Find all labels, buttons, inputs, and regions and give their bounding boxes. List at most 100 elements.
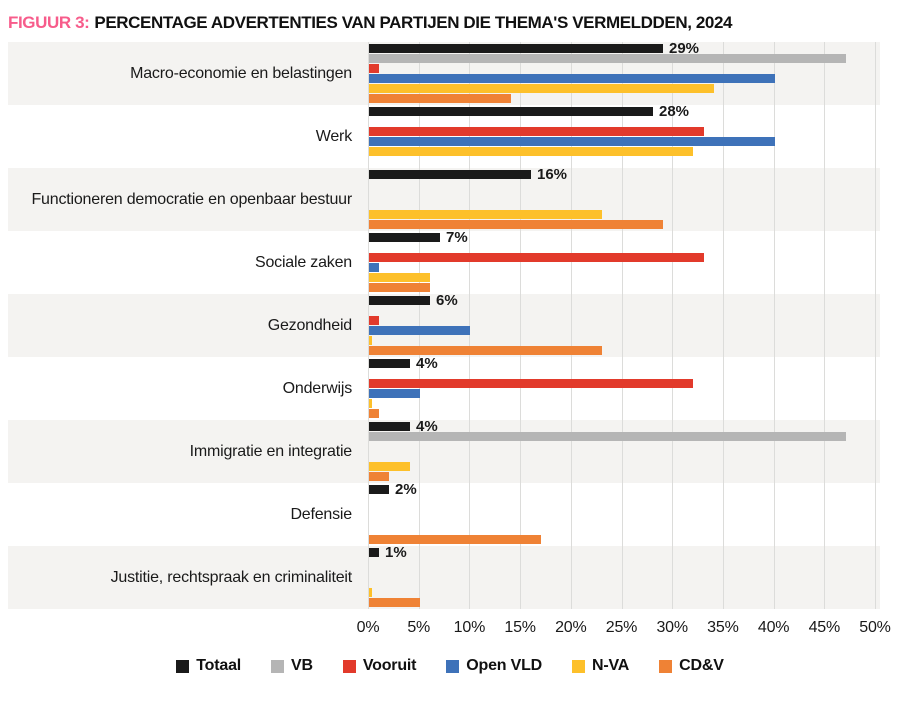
bar-n-va: [369, 336, 372, 345]
bar-group: 6%: [369, 292, 602, 356]
chart-row-macro-economie-en-belastingen: Macro-economie en belastingen 29%: [0, 40, 900, 105]
bar-cd-v: [369, 598, 420, 607]
bar-open-vld: [369, 137, 775, 146]
category-label: Justitie, rechtspraak en criminaliteit: [110, 568, 353, 586]
legend-item-open-vld: Open VLD: [446, 657, 542, 675]
x-tick-10%: 10%: [453, 619, 486, 636]
bar-vooruit: [369, 379, 693, 388]
bar-totaal: 1%: [369, 544, 407, 561]
gridline-0%: [368, 42, 369, 609]
value-label: 4%: [416, 418, 438, 435]
bar-cd-v: [369, 472, 389, 481]
gridline-5%: [418, 42, 420, 609]
x-axis: 0% 5% 10% 15% 20% 25% 30% 35% 40% 45% 50%: [0, 613, 900, 643]
x-tick-50%: 50%: [859, 619, 891, 636]
bar-cd-v: [369, 283, 430, 292]
bar-vooruit: [369, 316, 379, 325]
bar-totaal: 4%: [369, 418, 438, 435]
bar-vooruit: [369, 127, 704, 136]
gridline-45%: [824, 42, 826, 609]
chart-row-defensie: Defensie 2%: [0, 481, 900, 546]
category-label: Onderwijs: [282, 379, 353, 397]
bar-totaal: 7%: [369, 229, 468, 246]
bar-open-vld: [369, 326, 470, 335]
bar-group: 4%: [369, 418, 846, 482]
legend-label: N-VA: [592, 657, 630, 674]
x-tick-45%: 45%: [808, 619, 841, 636]
bar-n-va: [369, 588, 372, 597]
bar-group: 1%: [369, 544, 420, 608]
row-band-immigratie-en-integratie: [8, 420, 880, 483]
x-tick-0%: 0%: [356, 619, 380, 636]
chart-row-immigratie-en-integratie: Immigratie en integratie 4%: [0, 418, 900, 483]
gridline-35%: [722, 42, 724, 609]
legend-swatch-open-vld: [446, 659, 460, 673]
legend-label: Open VLD: [466, 657, 543, 674]
bar-chart: Macro-economie en belastingen 29% Werk 28% F…: [0, 40, 900, 609]
x-tick-25%: 25%: [605, 619, 638, 636]
bar-totaal: 4%: [369, 355, 438, 372]
figure-number: FIGUUR 3:: [8, 13, 90, 32]
bar-totaal: 2%: [369, 481, 417, 498]
chart-row-onderwijs: Onderwijs 4%: [0, 355, 900, 420]
bar-cd-v: [369, 535, 541, 544]
bar-n-va: [369, 273, 430, 282]
legend-swatch-cd-v: [659, 659, 673, 673]
legend-label: CD&V: [679, 657, 724, 674]
bar-vooruit: [369, 64, 379, 73]
gridline-40%: [773, 42, 775, 609]
row-band-sociale-zaken: [8, 231, 880, 294]
gridline-20%: [570, 42, 572, 609]
gridline-25%: [621, 42, 623, 609]
bar-group: 28%: [369, 103, 775, 167]
legend-swatch-n-va: [572, 659, 586, 673]
category-label: Werk: [315, 127, 352, 145]
bar-vb: [369, 54, 846, 63]
figure-heading: PERCENTAGE ADVERTENTIES VAN PARTIJEN DIE…: [94, 13, 733, 32]
chart-row-gezondheid: Gezondheid 6%: [0, 292, 900, 357]
bar-group: 29%: [369, 40, 846, 104]
legend-item-cd-v: CD&V: [659, 657, 724, 675]
gridline-30%: [672, 42, 674, 609]
value-label: 2%: [395, 481, 417, 498]
bar-group: 4%: [369, 355, 693, 419]
bar-cd-v: [369, 220, 663, 229]
category-label: Functioneren democratie en openbaar best…: [31, 190, 352, 208]
value-label: 6%: [436, 292, 458, 309]
legend: Totaal VB Vooruit Open VLD N-VA CD&V: [0, 657, 900, 675]
chart-row-functioneren-democratie-en-openbaar-bestuur: Functioneren democratie en openbaar best…: [0, 166, 900, 231]
x-tick-40%: 40%: [757, 619, 790, 636]
gridline-50%: [875, 42, 876, 609]
chart-row-sociale-zaken: Sociale zaken 7%: [0, 229, 900, 294]
value-label: 1%: [385, 544, 407, 561]
legend-item-totaal: Totaal: [176, 657, 241, 675]
x-tick-30%: 30%: [656, 619, 688, 636]
bar-vb: [369, 432, 846, 441]
legend-label: VB: [291, 657, 313, 674]
figure-title: FIGUUR 3: PERCENTAGE ADVERTENTIES VAN PAR…: [0, 0, 900, 33]
x-tick-20%: 20%: [555, 619, 587, 636]
legend-label: Vooruit: [362, 657, 417, 674]
legend-item-n-va: N-VA: [572, 657, 629, 675]
category-label: Immigratie en integratie: [189, 442, 353, 460]
legend-item-vooruit: Vooruit: [342, 657, 417, 675]
category-label: Defensie: [290, 505, 352, 523]
x-tick-35%: 35%: [707, 619, 739, 636]
bar-n-va: [369, 210, 602, 219]
row-band-onderwijs: [8, 357, 880, 420]
chart-row-werk: Werk 28%: [0, 103, 900, 168]
bar-n-va: [369, 462, 410, 471]
value-label: 16%: [537, 166, 568, 183]
chart-row-justitie-rechtspraak-en-criminaliteit: Justitie, rechtspraak en criminaliteit 1%: [0, 544, 900, 609]
bar-open-vld: [369, 74, 775, 83]
bar-cd-v: [369, 94, 511, 103]
bar-cd-v: [369, 409, 379, 418]
value-label: 7%: [446, 229, 468, 246]
bar-totaal: 28%: [369, 103, 689, 120]
bar-n-va: [369, 84, 714, 93]
category-label: Sociale zaken: [254, 253, 352, 271]
value-label: 29%: [669, 40, 700, 57]
legend-swatch-vooruit: [342, 659, 356, 673]
category-label: Gezondheid: [267, 316, 352, 334]
value-label: 28%: [659, 103, 690, 120]
